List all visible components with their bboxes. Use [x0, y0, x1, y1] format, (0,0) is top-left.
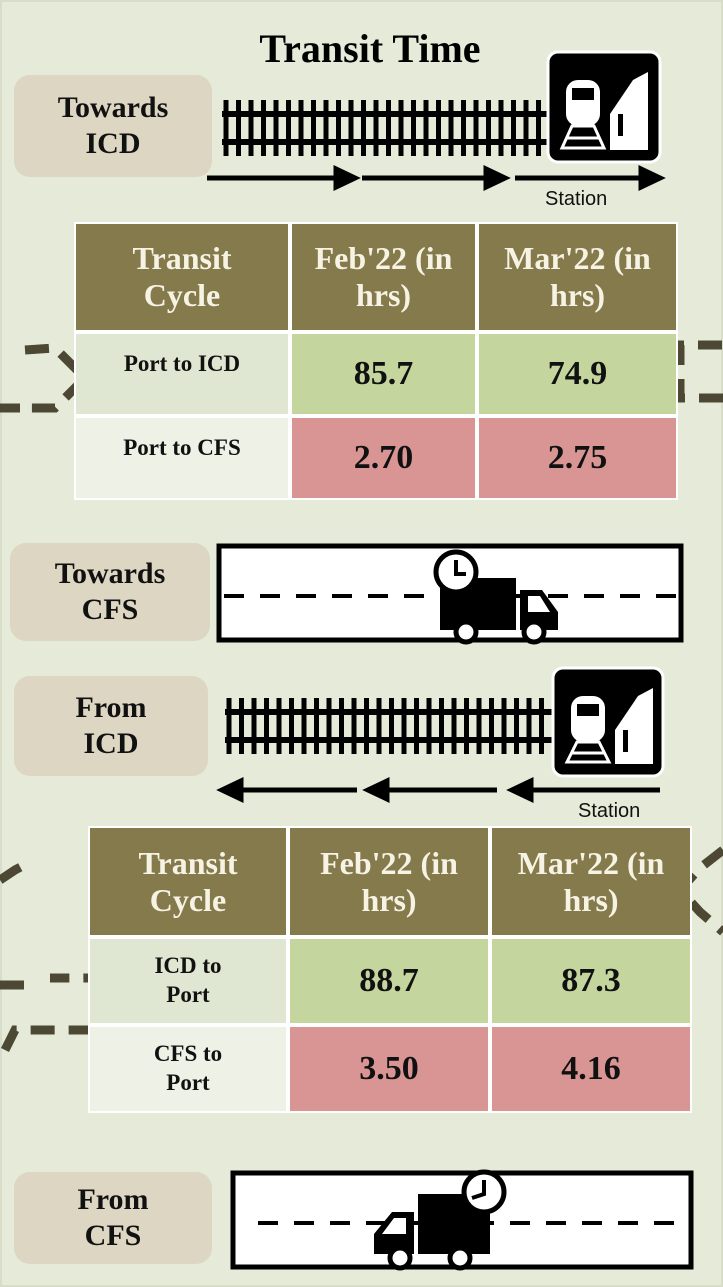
railway-track [225, 698, 555, 754]
railway-track [222, 100, 550, 156]
table-header: Transit Cycle [88, 826, 288, 937]
section-label: Towards CFS [10, 543, 210, 641]
table-header: Mar'22 (in hrs) [477, 222, 678, 332]
station-icon [553, 668, 663, 776]
value-cell: 88.7 [288, 937, 490, 1025]
table-header: Feb'22 (in hrs) [290, 222, 477, 332]
value-cell: 2.75 [477, 416, 678, 500]
value-cell: 3.50 [288, 1025, 490, 1113]
value-cell: 2.70 [290, 416, 477, 500]
direction-arrows [207, 169, 660, 187]
section-label: Towards ICD [14, 75, 212, 177]
table-header: Feb'22 (in hrs) [288, 826, 490, 937]
value-cell: 4.16 [490, 1025, 692, 1113]
row-label: Port to CFS [74, 416, 290, 500]
station-label: Station [545, 188, 607, 211]
row-label: CFS to Port [88, 1025, 288, 1113]
title: Transit Time [200, 20, 540, 76]
section-label: From ICD [14, 676, 208, 776]
section-label: From CFS [14, 1172, 212, 1264]
table-header: Mar'22 (in hrs) [490, 826, 692, 937]
station-icon [548, 52, 660, 162]
direction-arrows [222, 781, 660, 799]
table-header: Transit Cycle [74, 222, 290, 332]
station-label: Station [578, 800, 640, 823]
row-label: ICD to Port [88, 937, 288, 1025]
value-cell: 87.3 [490, 937, 692, 1025]
row-label: Port to ICD [74, 332, 290, 416]
value-cell: 85.7 [290, 332, 477, 416]
value-cell: 74.9 [477, 332, 678, 416]
page: Transit Time Towards ICD Station Transit… [0, 0, 723, 1287]
